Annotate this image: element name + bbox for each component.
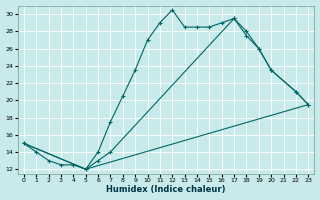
X-axis label: Humidex (Indice chaleur): Humidex (Indice chaleur) [106,185,226,194]
